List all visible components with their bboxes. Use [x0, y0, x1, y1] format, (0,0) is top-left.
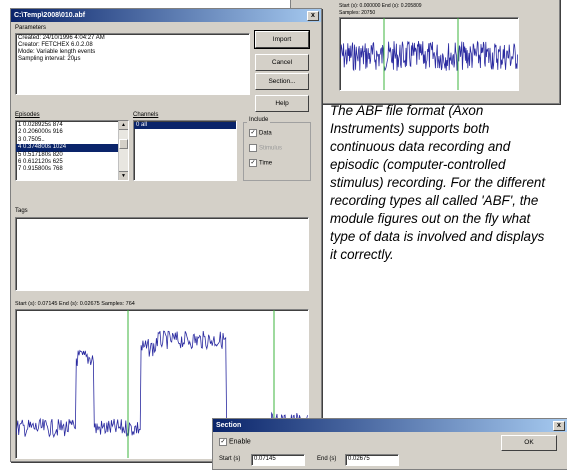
include-option-label: Data — [259, 130, 272, 137]
include-groupbox — [243, 122, 311, 181]
enable-checkbox-box[interactable]: ✓ — [219, 438, 227, 446]
section-close-icon[interactable]: x — [553, 421, 565, 431]
enable-checkbox[interactable]: ✓ Enable — [219, 438, 251, 446]
end-label: End (s) — [317, 456, 337, 462]
checkbox-box[interactable] — [249, 144, 257, 152]
background-waveform — [340, 18, 518, 90]
channels-label: Channels — [133, 112, 159, 118]
start-label: Start (s) — [219, 456, 241, 462]
end-input[interactable]: 0.02675 — [345, 454, 399, 466]
episode-item[interactable]: 1 0.028925s 874 — [18, 122, 63, 128]
section-dialog-titlebar[interactable]: Section x — [213, 419, 567, 432]
episode-item[interactable]: 2 0.206000s 916 — [18, 129, 63, 136]
parameters-text: Created: 24/10/1996 4:04:27 AM Creator: … — [18, 35, 105, 62]
background-info-line-2: Samples: 20750 — [339, 10, 376, 16]
include-option-label: Time — [259, 160, 273, 167]
episode-item[interactable]: 4 0.374800s 1024 — [16, 144, 118, 152]
close-icon[interactable]: x — [307, 11, 319, 21]
episode-item[interactable]: 7 0.915800s 768 — [18, 166, 63, 173]
background-trace-line — [340, 40, 518, 72]
section-dialog: Section x ✓ Enable OK Start (s) 0.07145 E… — [212, 418, 567, 470]
episode-item[interactable]: 5 0.517180s 820 — [18, 151, 63, 158]
start-value: 0.07145 — [254, 456, 276, 462]
enable-label: Enable — [229, 438, 251, 446]
scroll-thumb[interactable] — [119, 139, 128, 149]
import-dialog-titlebar[interactable]: C:\Temp\2008\010.abf x — [11, 9, 321, 22]
tags-textbox[interactable] — [15, 217, 309, 291]
checkbox-box[interactable]: ✓ — [249, 129, 257, 137]
import-dialog: C:\Temp\2008\010.abf x Parameters Create… — [10, 8, 322, 462]
background-info-line-1: Start (s): 0.000000 End (s): 0.205809 — [339, 3, 422, 9]
episode-item[interactable]: 3 0.7505.. — [18, 136, 45, 143]
parameters-label: Parameters — [15, 25, 47, 31]
include-label: Include — [247, 117, 271, 123]
channels-list[interactable]: 0 all — [133, 120, 237, 181]
parameters-textbox[interactable]: Created: 24/10/1996 4:04:27 AM Creator: … — [15, 33, 250, 95]
include-checkbox-stimulus[interactable]: Stimulus — [249, 144, 282, 152]
background-waveform-panel — [339, 17, 519, 91]
ok-button[interactable]: OK — [501, 435, 557, 451]
episodes-scrollbar[interactable]: ▲ ▼ — [118, 121, 128, 180]
episodes-rows: 1 0.028925s 874 2 0.206000s 916 3 0.7505..… — [16, 122, 118, 174]
checkbox-box[interactable]: ✓ — [249, 159, 257, 167]
end-value: 0.02675 — [348, 456, 370, 462]
section-button[interactable]: Section... — [255, 73, 309, 90]
channel-item-selected[interactable]: 0 all — [134, 122, 236, 130]
preview-info: Start (s): 0.07145 End (s): 0.02675 Samp… — [15, 301, 135, 307]
cancel-button[interactable]: Cancel — [255, 54, 309, 71]
include-checkbox-data[interactable]: ✓ Data — [249, 129, 272, 137]
import-dialog-title: C:\Temp\2008\010.abf — [14, 12, 86, 19]
include-checkbox-time[interactable]: ✓ Time — [249, 159, 272, 167]
scroll-up-arrow-icon[interactable]: ▲ — [119, 121, 128, 130]
section-dialog-title: Section — [216, 422, 242, 429]
help-button[interactable]: Help — [255, 95, 309, 112]
start-input[interactable]: 0.07145 — [251, 454, 305, 466]
description-text: The ABF file format (Axon Instruments) s… — [330, 103, 546, 262]
import-button[interactable]: Import — [254, 30, 310, 49]
episodes-label: Episodes — [15, 112, 40, 118]
include-option-label: Stimulus — [259, 145, 283, 152]
background-window: Start (s): 0.000000 End (s): 0.205809 Sa… — [290, 0, 560, 104]
tags-label: Tags — [15, 208, 28, 214]
scroll-down-arrow-icon[interactable]: ▼ — [119, 171, 128, 180]
episode-item[interactable]: 6 0.612120s 625 — [18, 159, 63, 166]
episodes-list[interactable]: 1 0.028925s 874 2 0.206000s 916 3 0.7505..… — [15, 120, 129, 181]
